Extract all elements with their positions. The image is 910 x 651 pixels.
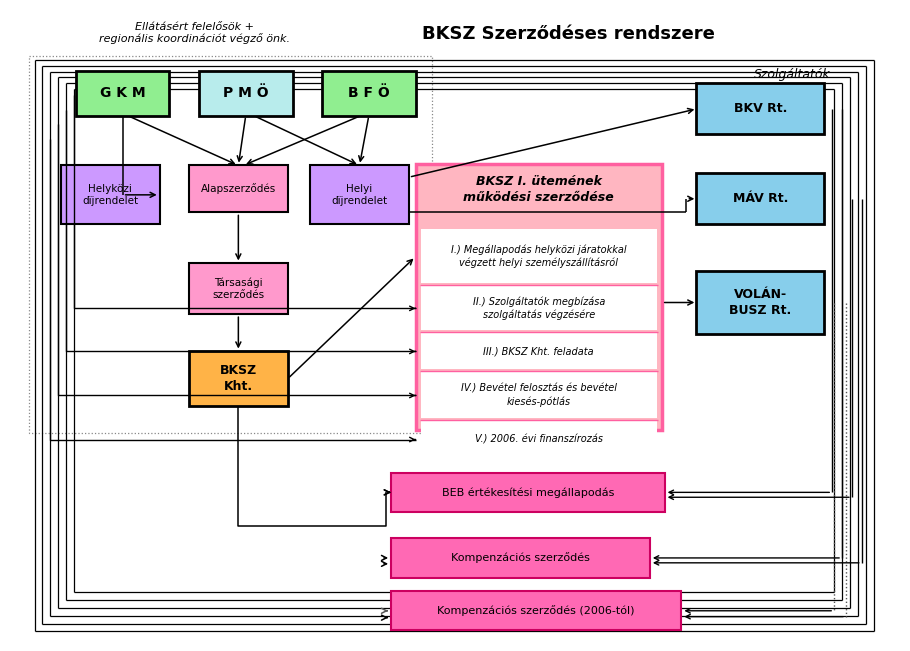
Bar [391,473,664,512]
Bar [420,229,657,283]
Text: regionális koordinációt végző önk.: regionális koordinációt végző önk. [98,33,289,44]
Text: Szolgáltatók:: Szolgáltatók: [754,68,835,81]
Text: Helyi
dïjrendelet: Helyi dïjrendelet [331,184,388,206]
Bar [416,163,662,430]
Bar [189,352,288,406]
Bar [28,56,432,433]
Text: Kompenzációs szerződés: Kompenzációs szerződés [451,553,590,563]
Bar [199,70,292,116]
Bar [391,591,682,630]
Bar [76,70,169,116]
Bar [420,421,657,457]
Text: VOLÁN-
BUSZ Rt.: VOLÁN- BUSZ Rt. [729,288,792,317]
Text: Helyközi
dïjrendelet: Helyközi dïjrendelet [82,184,138,206]
Text: MÁV Rt.: MÁV Rt. [733,192,788,205]
Text: Ellátásért felelősök +: Ellátásért felelősök + [135,21,254,32]
Text: BKV Rt.: BKV Rt. [733,102,787,115]
Text: IV.) Bevétel felosztás és bevétel
kiesés-pótlás: IV.) Bevétel felosztás és bevétel kiesés… [460,384,617,407]
Text: I.) Megállapodás helyközi járatokkal
végzett helyi személyszállításról: I.) Megállapodás helyközi járatokkal vég… [450,245,626,268]
Bar [420,333,657,369]
Bar [696,173,824,224]
Text: III.) BKSZ Kht. feladata: III.) BKSZ Kht. feladata [483,346,594,357]
Text: Kompenzációs szerződés (2006-tól): Kompenzációs szerződés (2006-tól) [438,605,635,616]
Text: P M Ö: P M Ö [223,86,268,100]
Bar [189,264,288,314]
Text: Alapszerződés: Alapszerződés [201,184,276,195]
Text: V.) 2006. évi finanszírozás: V.) 2006. évi finanszírozás [475,434,602,445]
Text: II.) Szolgáltatók megbízása
szolgáltatás végzésére: II.) Szolgáltatók megbízása szolgáltatás… [472,297,605,320]
Bar [189,165,288,212]
Text: G K M: G K M [100,86,146,100]
Bar [391,538,650,577]
Text: Társasági
szerződés: Társasági szerződés [212,277,265,300]
Bar [310,165,409,224]
Text: BKSZ
Kht.: BKSZ Kht. [219,365,257,393]
Text: BEB értékesítési megállapodás: BEB értékesítési megállapodás [441,487,614,497]
Bar [696,83,824,134]
Text: BKSZ Szerződéses rendszere: BKSZ Szerződéses rendszere [422,25,714,42]
Text: BKSZ I. ütemének
működési szerződése: BKSZ I. ütemének működési szerződése [463,175,614,204]
Bar [322,70,416,116]
Bar [61,165,159,224]
Bar [420,286,657,330]
Bar [696,271,824,334]
Bar [420,372,657,418]
Text: B F Ö: B F Ö [348,86,389,100]
